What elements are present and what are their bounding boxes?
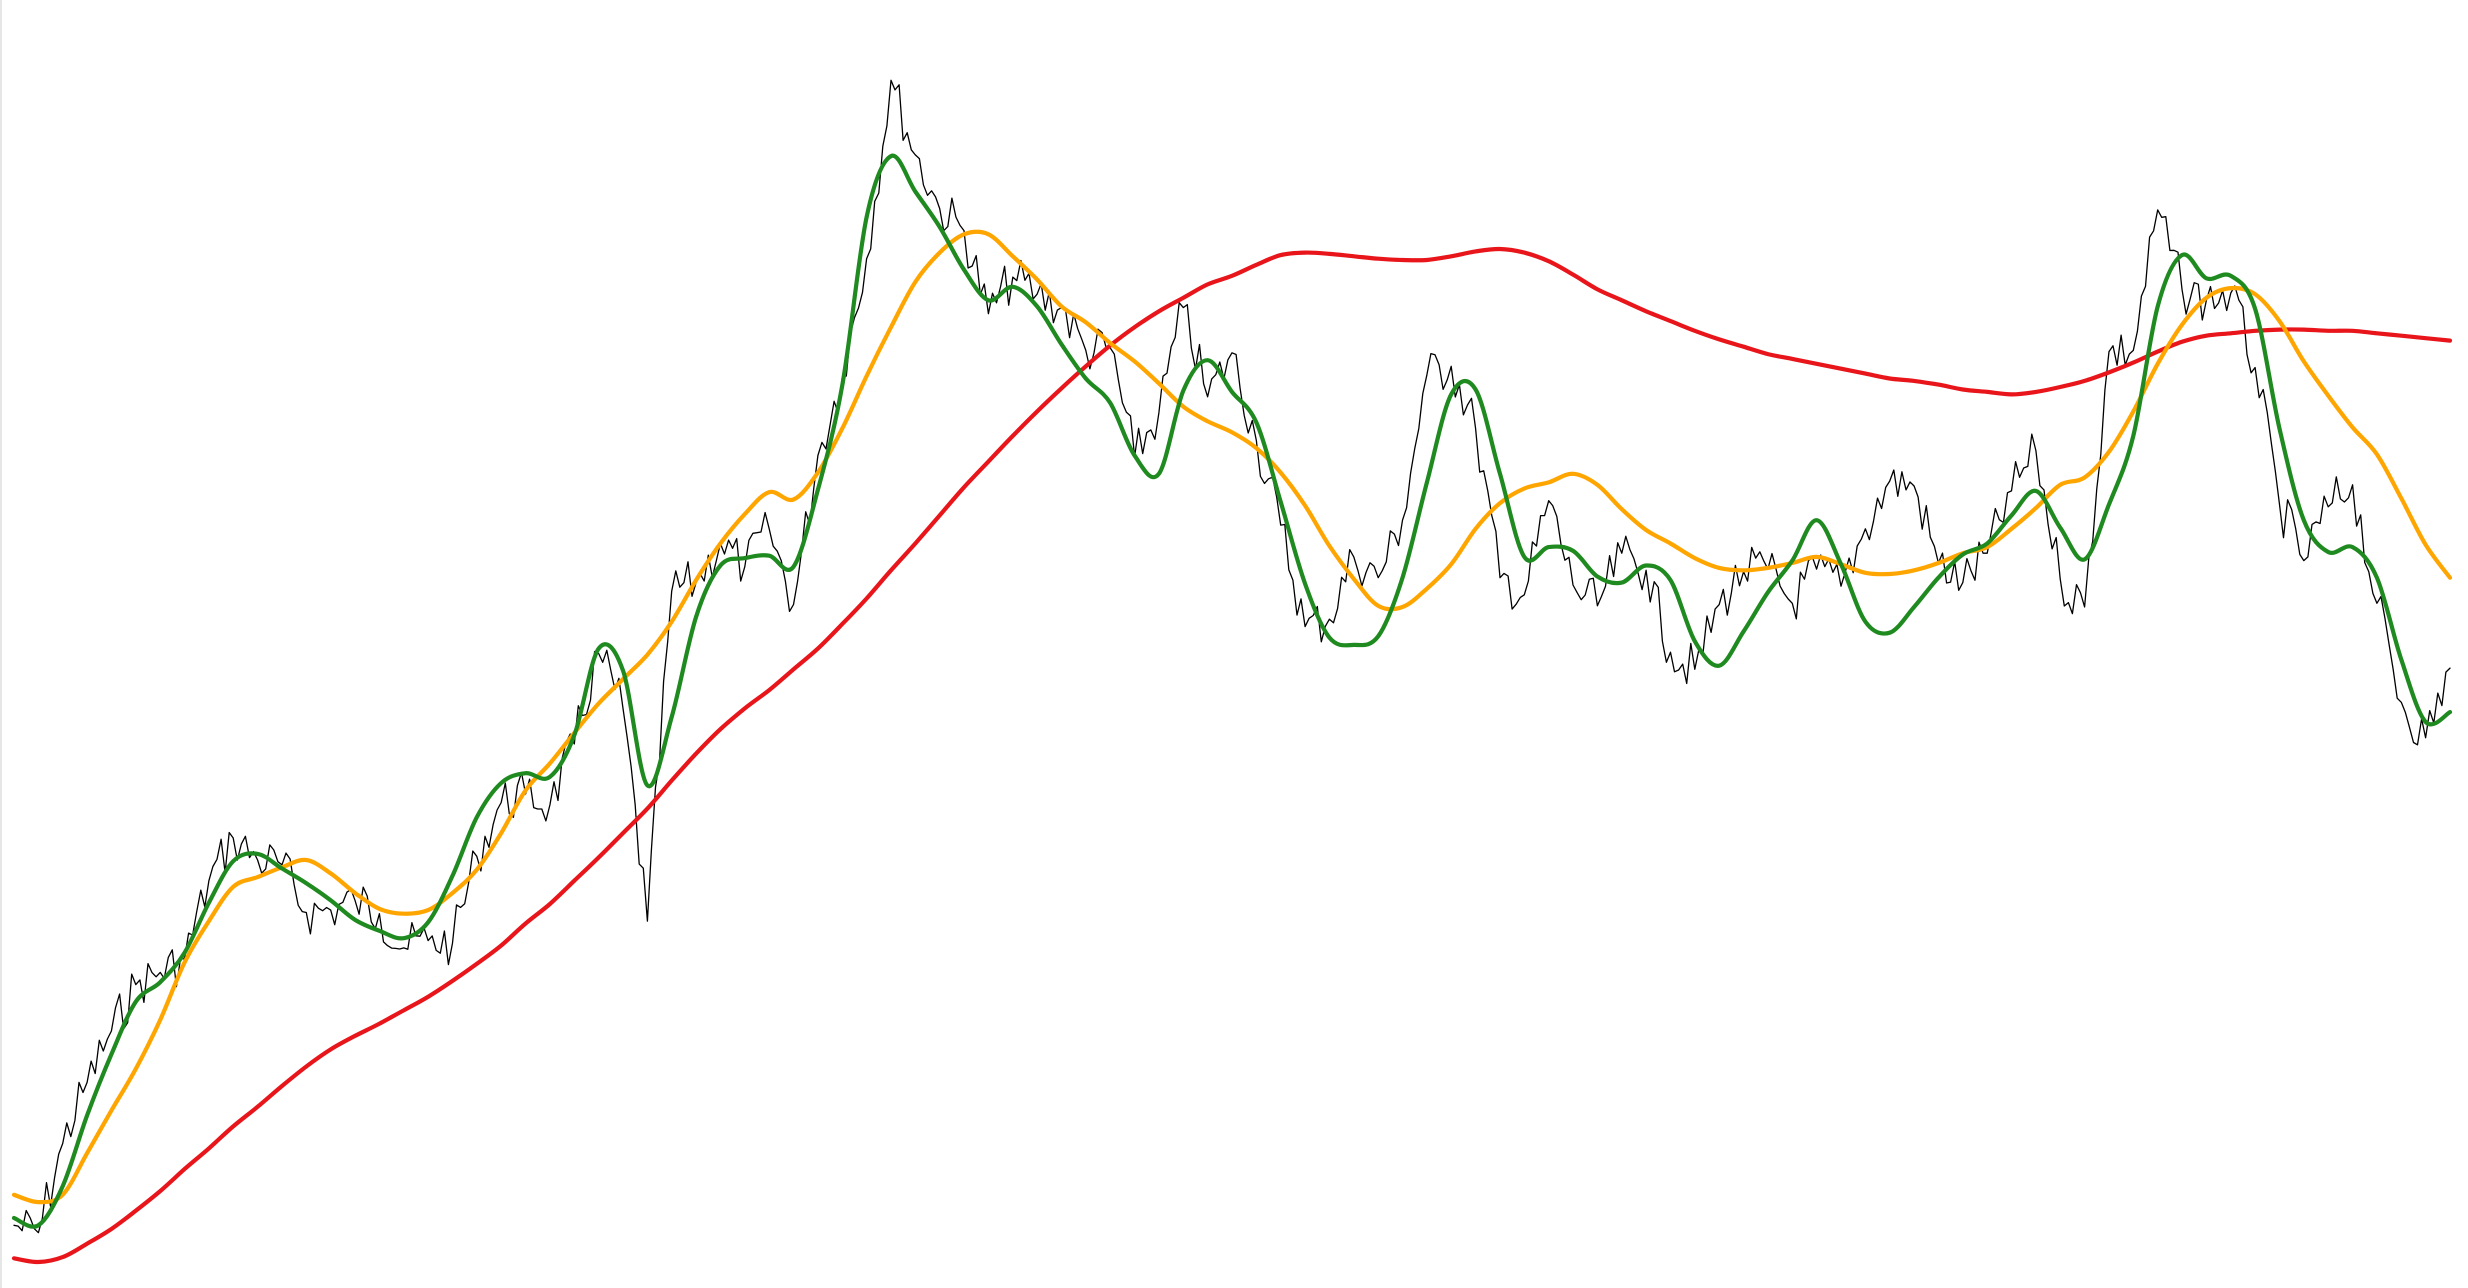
series-ma-medium bbox=[11, 229, 2453, 1205]
series-line-ma-long bbox=[11, 246, 2453, 1265]
series-line-ma-medium bbox=[11, 229, 2453, 1205]
series-ma-short bbox=[11, 153, 2453, 1229]
series-layer bbox=[11, 79, 2453, 1265]
series-line-price bbox=[13, 79, 2451, 1234]
series-line-ma-short bbox=[11, 153, 2453, 1229]
series-ma-long bbox=[11, 246, 2453, 1265]
chart-left-border bbox=[0, 0, 2, 1288]
series-price bbox=[13, 79, 2451, 1234]
